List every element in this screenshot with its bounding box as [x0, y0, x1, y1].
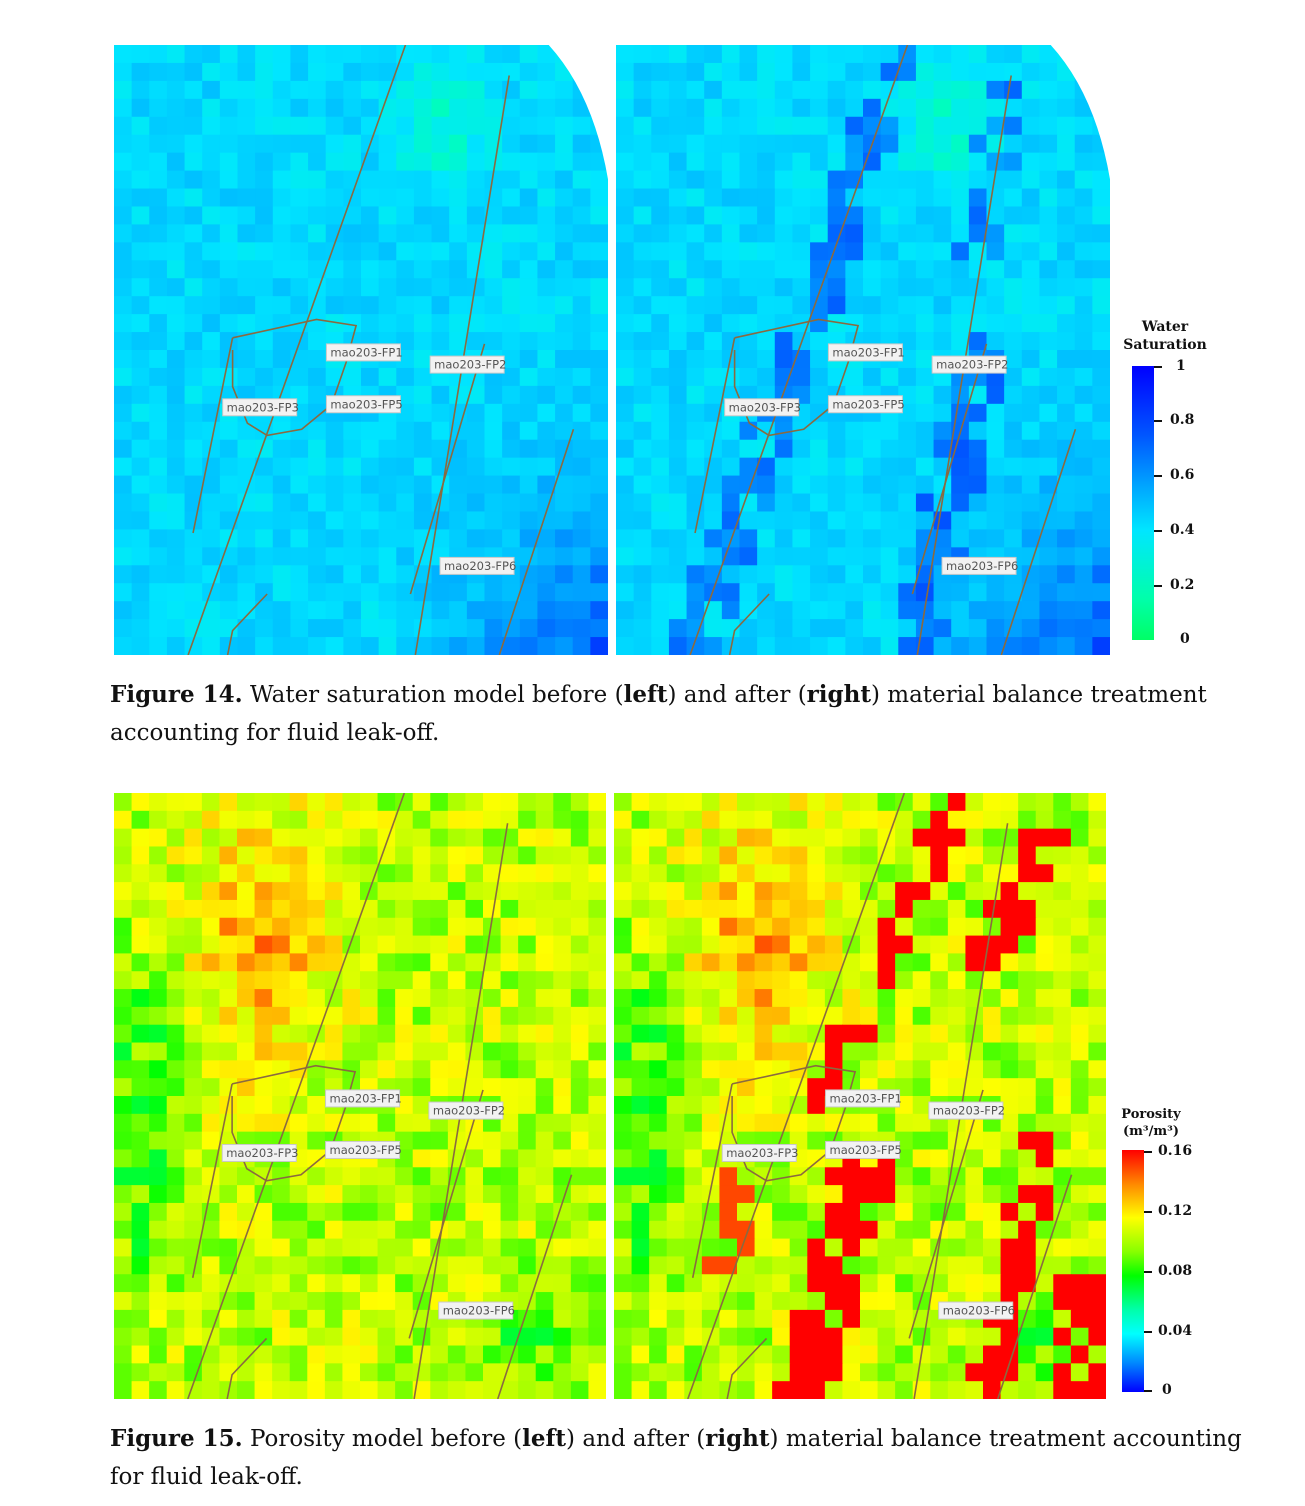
- svg-text:mao203-FP3: mao203-FP3: [226, 1146, 298, 1160]
- water-saturation-after-panel: mao203-FP1 mao203-FP2 mao203-FP3 mao203-FP5…: [616, 45, 1110, 655]
- svg-text:mao203-FP6: mao203-FP6: [444, 559, 516, 573]
- figure-14: mao203-FP1 mao203-FP2 mao203-FP3 mao203-FP5…: [110, 0, 1230, 746]
- colorbar-tick-label: 0.08: [1158, 1263, 1193, 1279]
- caption-label: Figure 14.: [110, 681, 243, 708]
- colorbar-tick-label: 0.12: [1158, 1203, 1193, 1219]
- svg-text:mao203-FP2: mao203-FP2: [434, 358, 506, 372]
- svg-text:mao203-FP5: mao203-FP5: [330, 397, 402, 411]
- well-label: mao203-FP1: [325, 1089, 402, 1108]
- svg-text:mao203-FP5: mao203-FP5: [330, 1143, 402, 1157]
- water-saturation-colorbar: Water Saturation 1 0.8 0.6 0.4 0.2 0: [1120, 318, 1230, 658]
- svg-text:mao203-FP2: mao203-FP2: [433, 1104, 505, 1118]
- svg-text:mao203-FP3: mao203-FP3: [227, 400, 299, 414]
- colorbar-gradient: [1122, 1150, 1144, 1392]
- well-label: mao203-FP2: [429, 355, 506, 374]
- colorbar-tick-label: 0.04: [1158, 1323, 1193, 1339]
- figure-15-caption: Figure 15. Porosity model before (left) …: [110, 1425, 1242, 1490]
- colorbar-tick-label: 0: [1162, 1382, 1172, 1398]
- well-label: mao203-FP2: [428, 1101, 505, 1120]
- well-label: mao203-FP1: [827, 343, 905, 362]
- svg-text:mao203-FP6: mao203-FP6: [443, 1304, 515, 1318]
- colorbar-tick-label: 1: [1176, 358, 1186, 374]
- porosity-after-panel: mao203-FP1 mao203-FP2 mao203-FP3 mao203-FP5…: [614, 793, 1106, 1399]
- po-heatmap: mao203-FP1 mao203-FP2 mao203-FP3 mao203-FP5…: [614, 793, 1106, 1399]
- colorbar-tick-label: 0.4: [1170, 522, 1195, 538]
- svg-text:mao203-FP6: mao203-FP6: [943, 1304, 1015, 1318]
- previous-text-fragment: [180, 0, 340, 6]
- caption-label: Figure 15.: [110, 1425, 243, 1452]
- well-label: mao203-FP3: [721, 1143, 799, 1162]
- po-heatmap: mao203-FP1 mao203-FP2 mao203-FP3 mao203-FP5…: [114, 793, 606, 1399]
- svg-text:mao203-FP1: mao203-FP1: [830, 1091, 902, 1105]
- well-label: mao203-FP6: [941, 556, 1018, 575]
- well-label: mao203-FP5: [827, 395, 905, 414]
- svg-text:mao203-FP6: mao203-FP6: [946, 559, 1018, 573]
- well-label: mao203-FP6: [438, 1301, 515, 1320]
- colorbar-tick-label: 0.16: [1158, 1143, 1193, 1159]
- svg-text:mao203-FP1: mao203-FP1: [330, 345, 402, 359]
- colorbar-tick-label: 0.6: [1170, 467, 1195, 483]
- colorbar-tick-label: 0: [1180, 631, 1190, 647]
- svg-text:mao203-FP1: mao203-FP1: [330, 1091, 402, 1105]
- colorbar-tick-label: 0.8: [1170, 412, 1195, 428]
- ws-heatmap: mao203-FP1 mao203-FP2 mao203-FP3 mao203-FP5…: [616, 45, 1110, 655]
- well-label: mao203-FP3: [222, 398, 299, 417]
- svg-text:mao203-FP2: mao203-FP2: [933, 1104, 1005, 1118]
- colorbar-title: Water Saturation: [1123, 319, 1207, 353]
- well-label: mao203-FP1: [825, 1089, 902, 1108]
- svg-text:mao203-FP3: mao203-FP3: [729, 400, 801, 414]
- well-label: mao203-FP5: [325, 395, 403, 414]
- well-label: mao203-FP6: [938, 1301, 1015, 1320]
- porosity-before-panel: mao203-FP1 mao203-FP2 mao203-FP3 mao203-FP5…: [114, 793, 606, 1399]
- well-label: mao203-FP5: [825, 1140, 902, 1159]
- figure-14-caption: Figure 14. Water saturation model before…: [110, 681, 1207, 746]
- svg-text:mao203-FP3: mao203-FP3: [726, 1146, 798, 1160]
- figure-15: mao203-FP1 mao203-FP2 mao203-FP3 mao203-FP5…: [0, 780, 1305, 1500]
- colorbar-gradient: [1132, 366, 1154, 640]
- colorbar-tick-label: 0.2: [1170, 577, 1195, 593]
- well-label: mao203-FP6: [439, 556, 516, 575]
- well-label: mao203-FP5: [325, 1140, 402, 1159]
- water-saturation-before-panel: mao203-FP1 mao203-FP2 mao203-FP3 mao203-FP5…: [114, 45, 608, 655]
- well-label: mao203-FP2: [931, 355, 1008, 374]
- svg-text:mao203-FP5: mao203-FP5: [832, 397, 904, 411]
- porosity-colorbar: Porosity (m³/m³) 0.16 0.12 0.08 0.04 0: [1118, 1106, 1228, 1398]
- svg-text:mao203-FP2: mao203-FP2: [936, 358, 1008, 372]
- well-label: mao203-FP3: [724, 398, 801, 417]
- ws-heatmap: mao203-FP1 mao203-FP2 mao203-FP3 mao203-FP5…: [114, 45, 608, 655]
- svg-text:mao203-FP1: mao203-FP1: [832, 345, 904, 359]
- well-label: mao203-FP1: [325, 343, 403, 362]
- well-label: mao203-FP2: [928, 1101, 1005, 1120]
- colorbar-title: Porosity (m³/m³): [1121, 1107, 1181, 1139]
- svg-text:mao203-FP5: mao203-FP5: [830, 1143, 902, 1157]
- well-label: mao203-FP3: [221, 1143, 299, 1162]
